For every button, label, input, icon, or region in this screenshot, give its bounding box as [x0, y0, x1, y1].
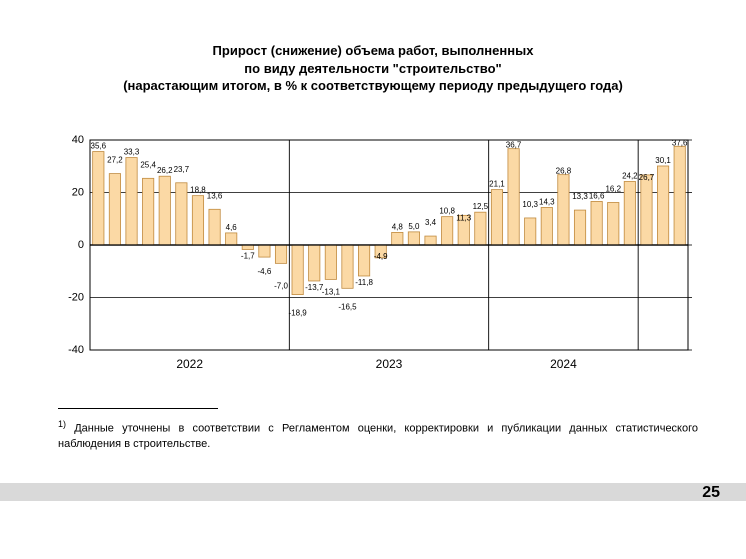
svg-text:4,6: 4,6 — [226, 223, 238, 232]
svg-text:37,6: 37,6 — [672, 138, 688, 147]
footnote-text: Данные уточнены в соответствии с Регламе… — [58, 423, 698, 450]
svg-text:16,2: 16,2 — [605, 184, 621, 193]
svg-text:-20: -20 — [68, 292, 84, 304]
svg-text:-16,5: -16,5 — [338, 302, 357, 311]
svg-text:40: 40 — [72, 134, 84, 146]
svg-text:-40: -40 — [68, 344, 84, 356]
svg-text:-7,0: -7,0 — [274, 281, 288, 290]
title-line-3: (нарастающим итогом, в % к соответствующ… — [0, 77, 746, 95]
svg-text:-1,7: -1,7 — [241, 251, 255, 260]
svg-text:26,7: 26,7 — [639, 173, 655, 182]
svg-text:10,8: 10,8 — [439, 207, 455, 216]
chart-title: Прирост (снижение) объема работ, выполне… — [0, 0, 746, 95]
svg-text:10,3: 10,3 — [522, 200, 538, 209]
svg-text:14,3: 14,3 — [539, 197, 555, 206]
svg-text:2024: 2024 — [550, 357, 577, 371]
svg-text:25,4: 25,4 — [140, 160, 156, 169]
svg-text:13,6: 13,6 — [207, 191, 223, 200]
svg-text:24,2: 24,2 — [622, 171, 638, 180]
svg-text:36,7: 36,7 — [506, 141, 522, 150]
svg-text:11,3: 11,3 — [456, 213, 472, 222]
svg-text:3,4: 3,4 — [425, 218, 437, 227]
svg-text:23,7: 23,7 — [174, 165, 190, 174]
page-number: 25 — [702, 484, 720, 502]
svg-text:-4,9: -4,9 — [374, 252, 388, 261]
svg-text:5,0: 5,0 — [408, 222, 420, 231]
svg-text:0: 0 — [78, 239, 84, 251]
title-line-1: Прирост (снижение) объема работ, выполне… — [0, 42, 746, 60]
svg-text:33,3: 33,3 — [124, 148, 140, 157]
page: Прирост (снижение) объема работ, выполне… — [0, 0, 746, 559]
svg-text:30,1: 30,1 — [655, 156, 671, 165]
svg-text:-13,1: -13,1 — [322, 287, 341, 296]
svg-text:-4,6: -4,6 — [258, 267, 272, 276]
svg-text:21,1: 21,1 — [489, 180, 505, 189]
bar-chart: -40-200204020222023202435,627,233,325,42… — [58, 130, 698, 360]
svg-text:35,6: 35,6 — [91, 142, 107, 151]
svg-text:18,8: 18,8 — [190, 186, 206, 195]
svg-text:-11,8: -11,8 — [355, 278, 373, 287]
footnote-marker: 1) — [58, 419, 66, 429]
svg-text:4,8: 4,8 — [392, 222, 404, 231]
svg-text:2022: 2022 — [176, 357, 203, 371]
footnote-rule — [58, 408, 218, 409]
svg-text:12,5: 12,5 — [473, 202, 489, 211]
title-line-2: по виду деятельности "строительство" — [0, 60, 746, 78]
svg-text:26,2: 26,2 — [157, 166, 173, 175]
svg-text:-18,9: -18,9 — [289, 309, 308, 318]
svg-text:16,6: 16,6 — [589, 191, 605, 200]
svg-text:27,2: 27,2 — [107, 156, 123, 165]
svg-text:26,8: 26,8 — [556, 167, 572, 176]
svg-text:20: 20 — [72, 187, 84, 199]
footnote: 1) Данные уточнены в соответствии с Регл… — [58, 418, 698, 451]
page-number-bar — [0, 483, 746, 501]
svg-text:13,3: 13,3 — [572, 192, 588, 201]
svg-text:2023: 2023 — [376, 357, 403, 371]
